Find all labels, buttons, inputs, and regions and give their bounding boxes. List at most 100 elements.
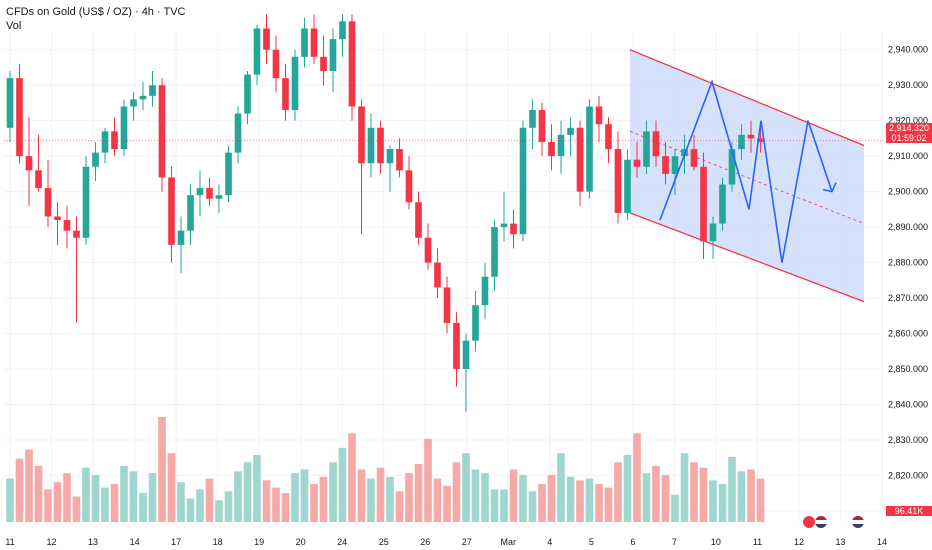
price-axis-label[interactable]: 2,850.000	[888, 364, 928, 374]
volume-bar	[452, 462, 461, 522]
time-axis[interactable]: 11 12 13 14 17 18 19 20 24 25 26 27 Mar 4 5 6 7 10 11 12 13 1…	[5, 537, 887, 547]
candle-body	[510, 223, 517, 235]
time-axis-label[interactable]: 13	[835, 537, 845, 547]
volume-bar	[53, 482, 62, 522]
volume-bar	[699, 467, 708, 522]
volume-bar	[82, 467, 90, 522]
candle-body	[747, 134, 755, 139]
time-axis-label[interactable]: 11	[5, 537, 14, 547]
time-axis-label[interactable]: Mar	[501, 537, 517, 547]
volume-bar	[386, 476, 394, 522]
us-flag-icon[interactable]	[815, 516, 827, 528]
time-axis-label[interactable]: 10	[711, 537, 721, 547]
price-axis-label[interactable]: 2,880.000	[888, 258, 928, 268]
time-axis-label[interactable]: 14	[130, 537, 140, 547]
time-axis-label[interactable]: 24	[337, 537, 347, 547]
candle-body	[187, 195, 194, 231]
chart-header: CFDs on Gold (US$ / OZ) · 4h · TVC Vol	[6, 5, 186, 33]
volume-bar	[490, 489, 499, 522]
time-axis-label[interactable]: 20	[296, 537, 306, 547]
volume-bar	[186, 498, 195, 522]
time-axis-label[interactable]: 26	[420, 537, 430, 547]
event-lightning-icon[interactable]	[803, 516, 815, 528]
candle-body	[367, 127, 375, 164]
channel-lower-line	[629, 212, 865, 303]
time-axis-label[interactable]: 27	[462, 537, 472, 547]
candle-body	[633, 159, 641, 167]
time-axis-label[interactable]: 25	[379, 537, 389, 547]
candle-body	[576, 127, 584, 192]
price-axis-label[interactable]: 2,940.000	[888, 45, 928, 55]
candle-body	[529, 110, 536, 128]
candle-body	[63, 220, 71, 231]
price-axis[interactable]: 2,940.000 2,930.000 2,920.000 2,910.000 2,90…	[888, 45, 928, 516]
candle-body	[225, 152, 232, 196]
volume-bar	[690, 462, 698, 522]
candle-body	[206, 188, 213, 199]
time-axis-label[interactable]: 13	[88, 537, 98, 547]
candle-body	[177, 230, 185, 245]
candle-body	[605, 124, 612, 150]
volume-bar	[604, 487, 613, 522]
candle-body	[130, 99, 137, 107]
candle-body	[120, 106, 128, 150]
volume-bar	[414, 464, 423, 522]
price-axis-label[interactable]: 2,870.000	[888, 293, 928, 303]
time-axis-label[interactable]: 17	[171, 537, 181, 547]
candle-body	[101, 131, 109, 153]
price-axis-label[interactable]: 2,830.000	[888, 435, 928, 445]
volume-indicator-label[interactable]: Vol	[6, 20, 22, 32]
time-axis-label[interactable]: 12	[47, 537, 57, 547]
bar-countdown: 01:59:02	[891, 133, 927, 143]
volume-bar	[500, 489, 508, 522]
volume-bar	[139, 493, 147, 522]
time-axis-label[interactable]: 19	[254, 537, 264, 547]
candle-body	[481, 276, 489, 306]
volume-bar	[471, 469, 480, 522]
candle-body	[624, 159, 631, 213]
candle-body	[73, 230, 80, 238]
volume-bar	[234, 471, 242, 522]
price-axis-label[interactable]: 2,820.000	[888, 470, 928, 480]
time-axis-label[interactable]: 6	[630, 537, 635, 547]
time-axis-label[interactable]: 11	[753, 537, 762, 547]
price-axis-label[interactable]: 2,900.000	[888, 187, 928, 197]
projection-arrowhead	[822, 182, 837, 193]
time-axis-label[interactable]: 14	[877, 537, 887, 547]
volume-value-tag: 96.41K	[886, 506, 932, 516]
us-flag-icon[interactable]	[852, 516, 864, 528]
price-axis-label[interactable]: 2,840.000	[888, 399, 928, 409]
candle-body	[244, 74, 251, 114]
volume-bar	[262, 480, 271, 522]
candle-body	[329, 39, 337, 72]
volume-bar	[433, 478, 442, 522]
price-axis-label[interactable]: 2,930.000	[888, 80, 928, 90]
time-axis-label[interactable]: 18	[213, 537, 223, 547]
time-axis-label[interactable]: 12	[794, 537, 804, 547]
volume-bar	[538, 483, 546, 522]
price-axis-label[interactable]: 2,860.000	[888, 329, 928, 339]
volume-bar	[15, 458, 24, 522]
volume-bar	[728, 456, 736, 522]
volume-bar	[348, 433, 356, 522]
symbol-title[interactable]: CFDs on Gold (US$ / OZ) · 4h · TVC	[6, 6, 186, 18]
candle-body	[472, 305, 479, 341]
volume-bar	[300, 469, 309, 522]
time-axis-label[interactable]: 5	[589, 537, 594, 547]
last-price-tag: 2,914.320 01:59:02	[886, 123, 932, 143]
volume-bar	[281, 493, 290, 522]
volume-bar	[319, 476, 328, 522]
volume-bar	[756, 478, 765, 522]
volume-bar	[424, 438, 432, 522]
volume-bar	[148, 473, 157, 522]
volume-bar	[528, 491, 537, 522]
volume-bar	[291, 473, 299, 522]
time-axis-label[interactable]: 4	[547, 537, 552, 547]
price-axis-label[interactable]: 2,890.000	[888, 222, 928, 232]
candle-body	[386, 149, 394, 164]
price-axis-label[interactable]: 2,910.000	[888, 151, 928, 161]
projection-arrow-line	[807, 120, 833, 192]
time-axis-label[interactable]: 7	[672, 537, 677, 547]
price-axis-label[interactable]: 2,920.000	[888, 116, 928, 126]
